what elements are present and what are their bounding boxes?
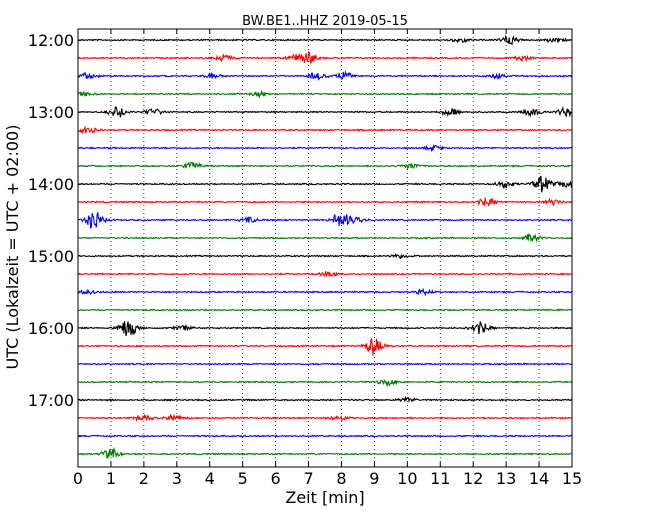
x-tick-label: 6 — [271, 469, 281, 488]
x-tick-label: 13 — [496, 469, 516, 488]
trace-1500 — [77, 253, 573, 260]
trace-1300 — [77, 106, 573, 118]
y-axis-label: UTC (Lokalzeit = UTC + 02:00) — [3, 125, 22, 370]
y-tick-label: 15:00 — [28, 247, 74, 266]
trace-1415 — [77, 197, 573, 207]
x-tick-label: 11 — [430, 469, 450, 488]
chart-title: BW.BE1..HHZ 2019-05-15 — [242, 14, 408, 29]
x-tick-label: 7 — [303, 469, 313, 488]
x-tick-label: 14 — [529, 469, 549, 488]
y-axis-ticks: 12:00 13:00 14:00 15:00 16:00 17:00 — [28, 31, 572, 410]
trace-1230 — [77, 69, 573, 81]
trace-1530 — [77, 287, 573, 297]
trace-1630 — [77, 362, 573, 366]
x-tick-label: 12 — [463, 469, 483, 488]
x-tick-label: 1 — [106, 469, 116, 488]
y-tick-label: 12:00 — [28, 31, 74, 50]
x-tick-label: 8 — [336, 469, 346, 488]
trace-1330 — [77, 144, 573, 153]
trace-1545 — [77, 308, 573, 312]
trace-1445 — [77, 233, 573, 243]
x-tick-label: 5 — [238, 469, 248, 488]
x-tick-label: 9 — [369, 469, 379, 488]
trace-1345 — [77, 161, 573, 170]
trace-1245 — [77, 89, 573, 99]
x-tick-label: 4 — [205, 469, 215, 488]
trace-1700 — [77, 395, 573, 403]
trace-1315 — [77, 125, 573, 135]
y-tick-label: 14:00 — [28, 175, 74, 194]
x-tick-label: 15 — [562, 469, 582, 488]
x-tick-label: 0 — [73, 469, 83, 488]
trace-1645 — [77, 379, 573, 387]
trace-1715 — [77, 413, 573, 423]
trace-1430 — [77, 212, 573, 229]
trace-1515 — [77, 271, 573, 278]
x-tick-label: 3 — [172, 469, 182, 488]
trace-1745 — [77, 446, 573, 459]
y-tick-label: 13:00 — [28, 103, 74, 122]
grid-lines — [110, 29, 540, 467]
x-axis-label: Zeit [min] — [285, 488, 364, 507]
trace-1215 — [77, 50, 573, 64]
seismic-traces — [77, 34, 573, 459]
x-tick-label: 2 — [139, 469, 149, 488]
trace-1615 — [77, 338, 573, 356]
plot-frame — [77, 28, 573, 468]
y-tick-label: 17:00 — [28, 391, 74, 410]
x-axis-ticks: 0 1 2 3 4 5 6 7 8 9 10 11 12 13 14 15 — [73, 29, 582, 488]
trace-1400 — [77, 175, 573, 193]
trace-1200 — [77, 34, 573, 46]
x-tick-label: 10 — [397, 469, 417, 488]
trace-1730 — [77, 434, 573, 438]
trace-1600 — [77, 321, 573, 337]
y-tick-label: 16:00 — [28, 319, 74, 338]
